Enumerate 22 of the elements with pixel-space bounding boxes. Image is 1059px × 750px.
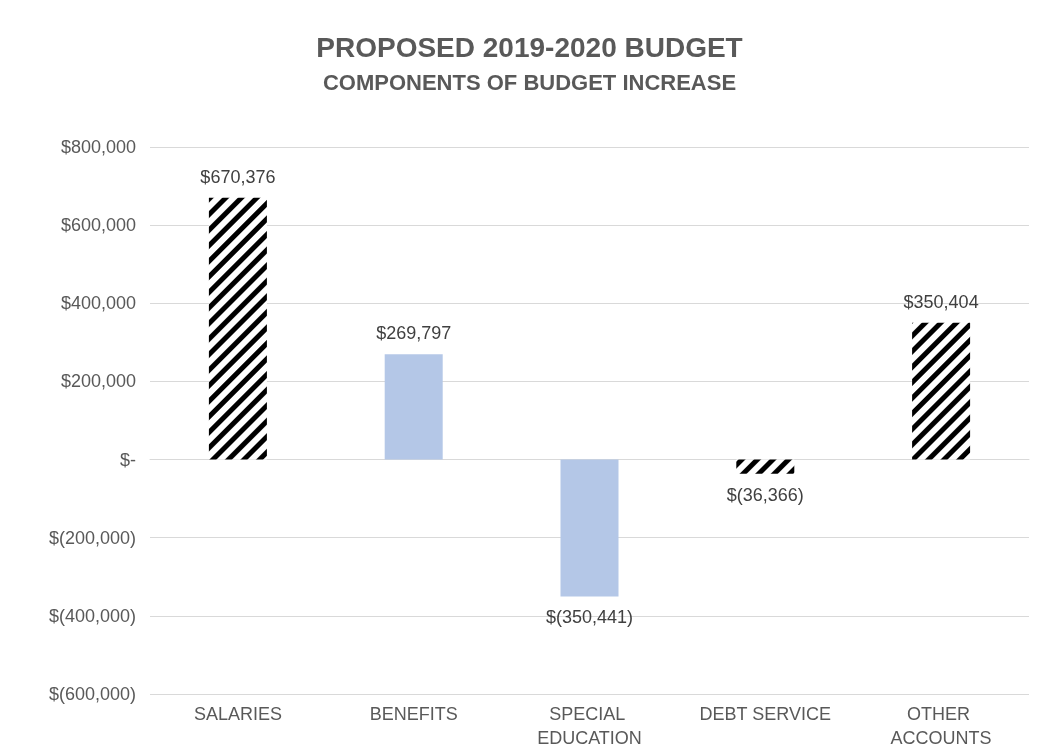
- bar: [560, 459, 619, 597]
- y-tick-label: $600,000: [60, 215, 136, 236]
- data-label: $(36,366): [726, 484, 804, 505]
- x-tick-label: DEBT SERVICE: [699, 704, 831, 724]
- y-tick-label: $200,000: [60, 371, 136, 392]
- chart-subtitle: COMPONENTS OF BUDGET INCREASE: [322, 69, 737, 95]
- y-tick-label: $(200,000): [48, 527, 136, 548]
- data-label: $670,376: [200, 166, 276, 187]
- x-tick-label: BENEFITS: [369, 704, 458, 724]
- data-label: $269,797: [376, 323, 452, 344]
- x-tick-label: OTHER ACCOUNTS: [890, 704, 992, 748]
- y-tick-label: $-: [119, 449, 136, 470]
- y-tick-label: $(400,000): [48, 605, 136, 626]
- data-label: $350,404: [903, 291, 979, 312]
- x-tick-label: SPECIAL EDUCATION: [537, 704, 642, 748]
- bar: [384, 354, 443, 460]
- data-label: $(350,441): [545, 607, 634, 628]
- y-tick-label: $800,000: [60, 137, 136, 157]
- x-tick-label: SALARIES: [193, 704, 282, 724]
- y-tick-label: $400,000: [60, 293, 136, 314]
- y-tick-label: $(600,000): [48, 684, 136, 704]
- chart-title: PROPOSED 2019-2020 BUDGET: [316, 31, 743, 63]
